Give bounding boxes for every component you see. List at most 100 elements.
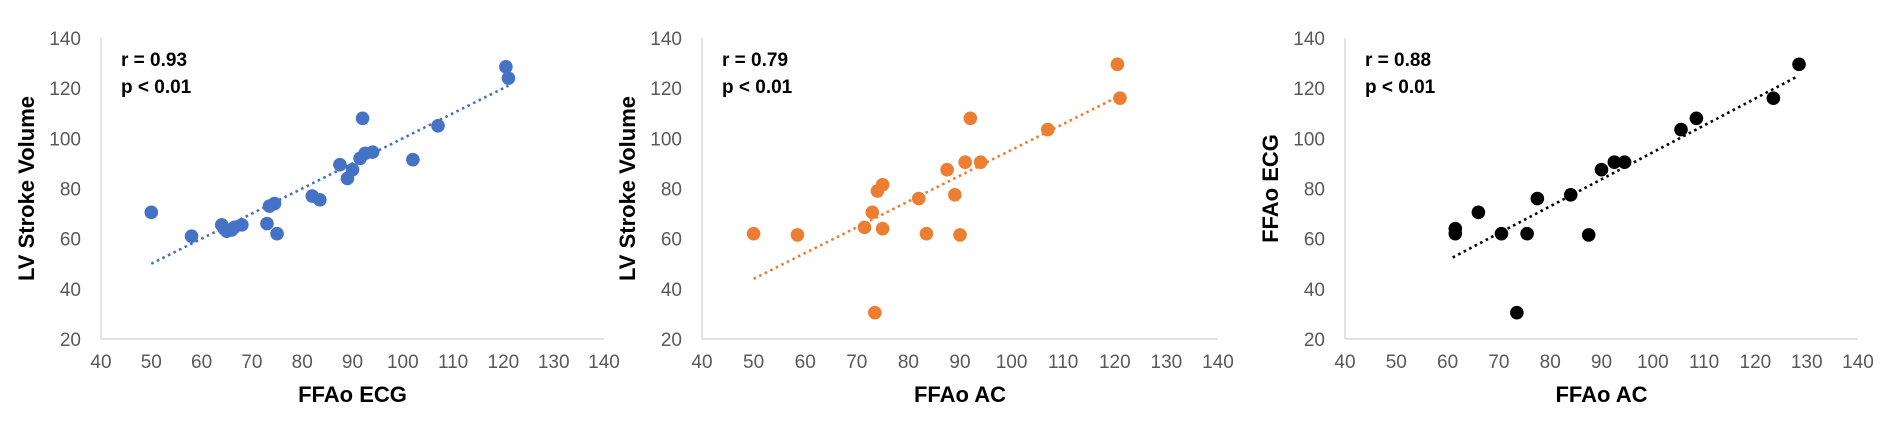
data-point [1471, 205, 1486, 220]
x-tick-label: 140 [1202, 352, 1234, 373]
data-point [267, 196, 282, 211]
x-tick-label: 40 [90, 352, 111, 373]
data-point [1520, 226, 1534, 241]
data-point [1792, 57, 1806, 72]
data-point [790, 228, 805, 242]
data-point [953, 228, 967, 242]
data-point [865, 205, 880, 220]
data-point [1617, 155, 1632, 169]
y-axis-title: FFAo ECG [1258, 134, 1283, 243]
y-tick-label: 80 [661, 180, 682, 201]
y-tick-label: 60 [60, 230, 81, 251]
y-tick-label: 100 [49, 129, 81, 150]
chart-panel-3: 40 50 60 70 80 90 100 110 120 130 140 20 40 60 80 100 12… [1258, 29, 1874, 407]
data-point [144, 205, 159, 220]
y-tick-label: 80 [1304, 180, 1325, 201]
x-tick-label: 130 [538, 352, 570, 373]
y-tick-label: 140 [49, 29, 81, 50]
data-point [1510, 305, 1524, 320]
data-point [365, 145, 380, 159]
data-point [1607, 155, 1622, 169]
x-tick-label: 100 [1637, 352, 1669, 373]
x-tick-label: 140 [1842, 352, 1874, 373]
data-point [746, 226, 761, 241]
x-axis-title: FFAo AC [1555, 382, 1647, 407]
x-tick-label: 140 [588, 352, 620, 373]
data-point [911, 191, 926, 206]
data-point [1494, 226, 1509, 241]
y-tick-label: 20 [60, 330, 81, 351]
data-point [355, 111, 370, 126]
x-tick-label: 110 [1048, 352, 1078, 373]
y-tick-label: 60 [1304, 230, 1325, 251]
x-tick-label: 130 [1791, 352, 1823, 373]
chart-panel-1: 40 50 60 70 80 90 100 110 120 130 140 20 40 60 80 100 12… [14, 29, 620, 407]
data-point [313, 192, 327, 207]
data-point [499, 60, 513, 74]
y-tick-label: 60 [661, 230, 682, 251]
data-point [501, 71, 516, 85]
x-tick-label: 60 [1437, 352, 1458, 373]
data-point [1689, 111, 1704, 126]
data-point [270, 226, 284, 241]
x-tick-label: 110 [438, 352, 468, 373]
x-tick-label: 80 [292, 352, 313, 373]
x-tick-label: 90 [949, 352, 970, 373]
data-point [1448, 221, 1463, 236]
data-point [868, 305, 882, 320]
x-tick-label: 70 [241, 352, 262, 373]
data-point [431, 118, 445, 133]
y-axis-title: LV Stroke Volume [14, 96, 39, 281]
x-axis-title: FFAo ECG [298, 382, 407, 407]
data-point [260, 216, 274, 231]
x-tick-label: 60 [795, 352, 816, 373]
data-point [875, 221, 890, 236]
correlation-annotation: r = 0.88 [1365, 50, 1431, 71]
y-tick-label: 100 [1293, 129, 1325, 150]
y-tick-label: 120 [650, 79, 682, 100]
x-tick-label: 80 [1540, 352, 1561, 373]
data-point [919, 226, 934, 241]
x-tick-label: 60 [191, 352, 212, 373]
y-tick-label: 120 [49, 79, 81, 100]
x-tick-label: 100 [387, 352, 419, 373]
y-tick-label: 40 [60, 280, 81, 301]
x-tick-label: 40 [1334, 352, 1355, 373]
x-tick-label: 80 [898, 352, 919, 373]
trendline [150, 84, 510, 265]
data-point [1040, 122, 1055, 137]
data-point [1113, 91, 1127, 105]
trendline [753, 94, 1121, 280]
x-tick-label: 90 [342, 352, 363, 373]
y-tick-label: 100 [650, 129, 682, 150]
y-tick-label: 40 [1304, 280, 1325, 301]
data-point [1766, 91, 1781, 105]
y-tick-label: 80 [60, 180, 81, 201]
y-axis-title: LV Stroke Volume [615, 96, 640, 281]
x-tick-label: 130 [1151, 352, 1183, 373]
data-point [948, 187, 962, 202]
y-tick-label: 20 [661, 330, 682, 351]
x-tick-label: 100 [996, 352, 1028, 373]
data-point [973, 155, 988, 169]
x-tick-label: 90 [1591, 352, 1612, 373]
x-axis-title: FFAo AC [914, 382, 1006, 407]
data-point [235, 218, 249, 232]
y-tick-label: 140 [1293, 29, 1325, 50]
data-point [958, 155, 972, 169]
x-tick-label: 40 [691, 352, 712, 373]
x-tick-label: 50 [1386, 352, 1407, 373]
y-tick-label: 20 [1304, 330, 1325, 351]
correlation-annotation: r = 0.93 [121, 50, 187, 71]
y-tick-label: 140 [650, 29, 682, 50]
data-point [1563, 187, 1578, 202]
correlation-annotation: r = 0.79 [722, 50, 788, 71]
p-value-annotation: p < 0.01 [1365, 77, 1436, 98]
data-point [857, 220, 872, 235]
x-tick-label: 70 [846, 352, 867, 373]
x-tick-label: 50 [743, 352, 764, 373]
data-point [184, 229, 199, 243]
data-point [1674, 122, 1688, 137]
